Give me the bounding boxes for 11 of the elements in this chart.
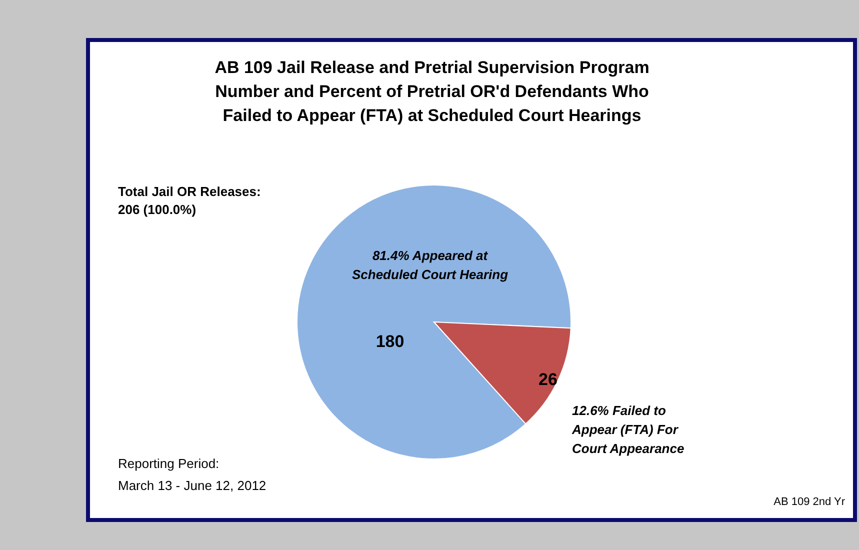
text: Reporting Period: March 13 - June 12, 2012 [118,456,266,493]
text: AB 109 Jail Release and Pretrial Supervision Program [214,58,650,77]
text: Failed to Appear (FTA) at Scheduled Court Hearings [222,106,642,125]
text: Total Jail OR Releases: 206 (100.0%) [118,184,261,217]
slice-label: 12.6% Failed to Appear (FTA) For Court Appearance [571,403,684,456]
data-label: 180 [376,332,404,351]
pie-slice [296,184,572,460]
data-label: 26 [538,370,558,389]
slice-label: 81.4% Appeared at Scheduled Court Hearing [352,248,508,282]
text: Number and Percent of Pretrial OR'd Defendants Who [215,82,649,101]
text: AB 109 2nd Yr [774,496,846,508]
